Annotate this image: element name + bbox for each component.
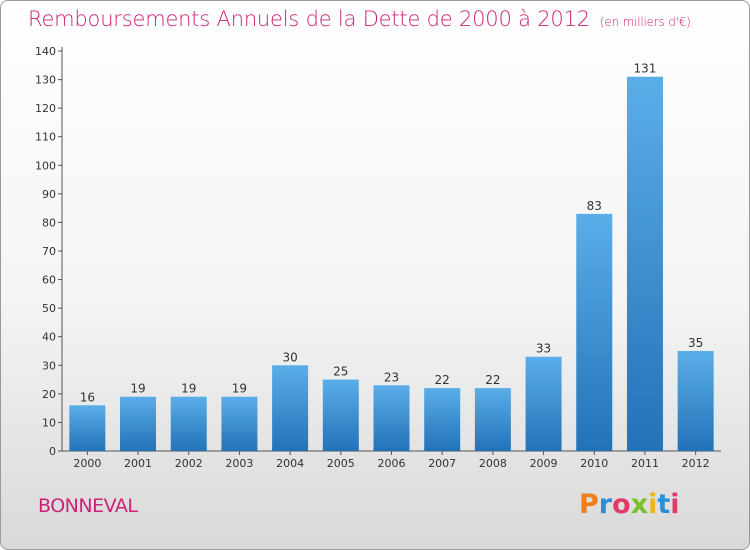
data-label-2012: 35 <box>688 336 703 350</box>
x-tick-label-2005: 2005 <box>327 457 355 470</box>
y-tick-label: 20 <box>42 388 56 401</box>
x-tick-label-2003: 2003 <box>225 457 253 470</box>
y-tick-label: 0 <box>49 445 56 458</box>
logo-letter: t <box>657 489 671 520</box>
data-label-2001: 19 <box>130 382 145 396</box>
data-label-2003: 19 <box>232 382 247 396</box>
y-tick-label: 100 <box>35 159 56 172</box>
bar-2006 <box>373 385 410 451</box>
chart-title: Remboursements Annuels de la Dette de 20… <box>28 7 691 31</box>
logo-letter: i <box>670 489 680 520</box>
y-tick-label: 80 <box>42 216 56 229</box>
data-label-2004: 30 <box>282 350 297 364</box>
y-tick-label: 130 <box>35 74 56 87</box>
bar-2008 <box>474 388 511 451</box>
y-tick-label: 30 <box>42 359 56 372</box>
bar-2007 <box>424 388 461 451</box>
x-tick-label-2008: 2008 <box>479 457 507 470</box>
x-tick-label-2009: 2009 <box>530 457 558 470</box>
logo-letter: r <box>598 489 613 520</box>
logo-letter: i <box>648 489 658 520</box>
bar-2011 <box>626 76 663 451</box>
bar-2004 <box>272 365 309 451</box>
x-tick-label-2006: 2006 <box>378 457 406 470</box>
bar-2005 <box>322 379 359 451</box>
x-tick-label-2010: 2010 <box>580 457 608 470</box>
data-label-2008: 22 <box>485 373 500 387</box>
chart-unit: (en milliers d'€) <box>599 15 691 29</box>
data-label-2010: 83 <box>587 199 602 213</box>
logo-letter: P <box>579 489 599 520</box>
x-tick-label-2000: 2000 <box>73 457 101 470</box>
data-label-2011: 131 <box>634 62 657 76</box>
y-tick-label: 110 <box>35 131 56 144</box>
proxiti-logo: Proxiti <box>579 489 680 520</box>
y-tick-label: 60 <box>42 274 56 287</box>
data-label-2007: 22 <box>435 373 450 387</box>
x-tick-label-2012: 2012 <box>682 457 710 470</box>
x-tick-label-2007: 2007 <box>428 457 456 470</box>
logo-letter: o <box>612 489 631 520</box>
y-tick-label: 70 <box>42 245 56 258</box>
y-tick-label: 90 <box>42 188 56 201</box>
bar-2002 <box>170 396 207 451</box>
x-tick-label-2001: 2001 <box>124 457 152 470</box>
bar-2012 <box>677 351 714 451</box>
y-tick-label: 40 <box>42 331 56 344</box>
bar-2000 <box>69 405 106 451</box>
data-label-2006: 23 <box>384 370 399 384</box>
x-tick-label-2002: 2002 <box>175 457 203 470</box>
y-tick-label: 120 <box>35 102 56 115</box>
data-label-2009: 33 <box>536 342 551 356</box>
data-label-2005: 25 <box>333 365 348 379</box>
y-tick-label: 50 <box>42 302 56 315</box>
y-tick-label: 140 <box>35 45 56 58</box>
town-name: BONNEVAL <box>38 495 138 517</box>
y-tick-label: 10 <box>42 416 56 429</box>
data-label-2002: 19 <box>181 382 196 396</box>
bar-2001 <box>120 396 157 451</box>
x-tick-label-2004: 2004 <box>276 457 304 470</box>
bar-2003 <box>221 396 258 451</box>
chart-axes: 0 10 20 30 40 50 60 70 80 90 100 110 120 130 140 2000 20… <box>35 45 721 470</box>
bar-2010 <box>576 213 613 451</box>
logo-letter: x <box>630 489 649 520</box>
x-tick-label-2011: 2011 <box>631 457 659 470</box>
bar-2009 <box>525 356 562 451</box>
chart-bars: 16 19 19 19 30 25 23 22 22 33 83 131 35 <box>69 62 714 451</box>
data-label-2000: 16 <box>80 390 95 404</box>
